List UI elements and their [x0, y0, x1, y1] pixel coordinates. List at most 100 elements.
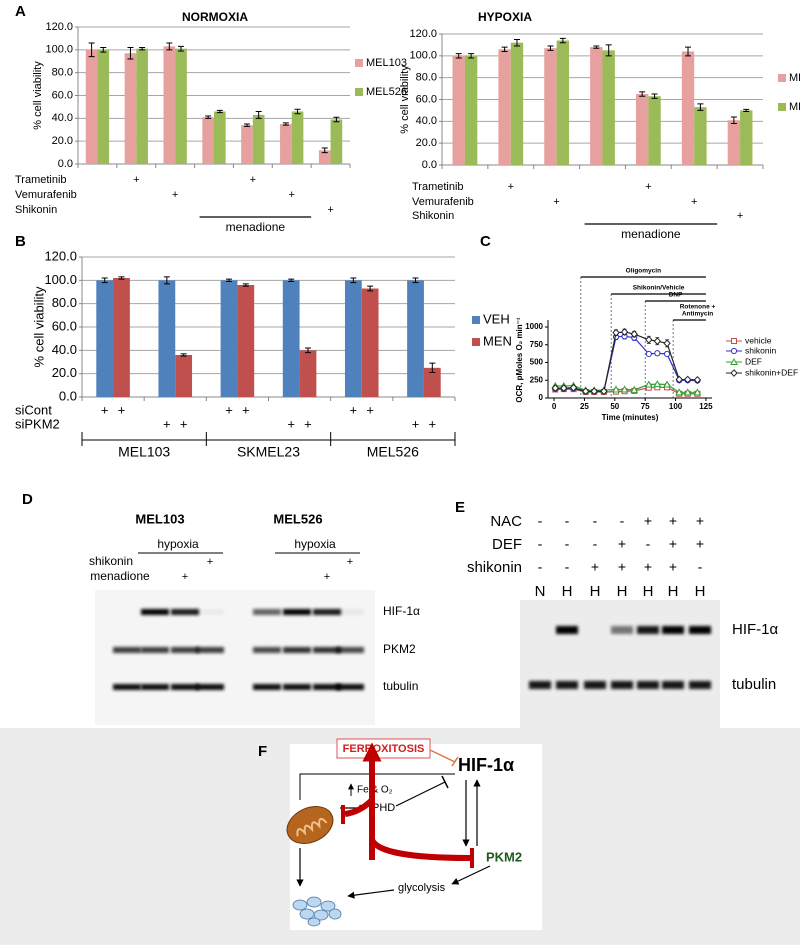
error-bar	[350, 277, 357, 284]
marker	[560, 384, 568, 392]
blot-band	[253, 647, 281, 653]
y-tick-label: 500	[530, 358, 544, 367]
inhibition-bar	[441, 775, 449, 789]
error-bar	[166, 42, 173, 51]
blot-band	[313, 684, 341, 690]
treatment-label: Shikonin	[15, 204, 57, 216]
bar	[510, 42, 524, 165]
blot-band	[529, 681, 551, 689]
marker	[551, 384, 559, 392]
blot-band	[637, 626, 659, 634]
bar	[681, 51, 695, 165]
injection-label: Antimycin	[682, 311, 713, 318]
legend-label: VEH	[483, 311, 510, 326]
lane-label: H	[590, 583, 601, 600]
lane-label: H	[617, 583, 628, 600]
blot-band	[584, 681, 606, 689]
treatment-mark: +	[669, 536, 677, 552]
treatment-mark: +	[412, 416, 420, 431]
blot-band	[141, 647, 169, 653]
error-bar	[244, 123, 251, 127]
inhibition-bar	[451, 756, 459, 767]
diagram: FERROXITOSIS HIF-1α PKM2 PHD Fe & O₂ gly…	[286, 738, 522, 927]
error-bar	[127, 47, 134, 60]
bar	[361, 288, 379, 397]
inhibition-line	[429, 749, 456, 763]
y-tick-label: 80.0	[52, 67, 73, 79]
marker	[645, 350, 652, 358]
legend-marker	[731, 338, 737, 344]
error-bar	[205, 115, 212, 119]
legend-label: MEL526	[366, 86, 407, 98]
treatment-label: Vemurafenib	[15, 189, 77, 201]
x-tick-label: 50	[610, 402, 619, 411]
blot-band	[171, 609, 199, 615]
error-bar	[216, 109, 223, 114]
bar	[498, 49, 511, 165]
error-bar	[100, 47, 107, 53]
treatment-mark: +	[696, 513, 704, 529]
bar	[158, 280, 176, 397]
bar	[423, 367, 441, 397]
error-bar	[255, 110, 262, 119]
y-tick-label: 120.0	[45, 21, 73, 33]
marker	[693, 388, 702, 396]
blot-band	[283, 684, 311, 690]
legend-swatch	[778, 103, 786, 111]
marker	[653, 380, 662, 388]
error-bar	[468, 53, 475, 59]
blot-band	[689, 681, 711, 689]
blot-band	[611, 626, 633, 634]
condition-label: hypoxia	[157, 537, 199, 551]
bar	[590, 47, 603, 165]
treatment-mark: +	[618, 536, 626, 552]
error-bar	[101, 277, 108, 284]
lane-label: N	[535, 583, 546, 600]
y-tick-label: 40.0	[52, 342, 77, 357]
treatment-mark: -	[593, 536, 598, 552]
blot-band	[141, 609, 169, 615]
bar	[299, 350, 317, 397]
legend-label: shikonin+DEF	[745, 367, 798, 377]
y-tick-label: 20.0	[52, 365, 77, 380]
bar	[97, 49, 110, 165]
x-tick-label: 75	[641, 402, 650, 411]
error-bar	[651, 93, 658, 99]
blot-band	[336, 684, 364, 690]
blot-band	[253, 609, 281, 615]
pkm2-glycolysis-arrow	[451, 865, 491, 885]
treatment-mark: +	[366, 402, 374, 417]
blot-band	[662, 681, 684, 689]
blot-band	[253, 684, 281, 690]
error-bar	[321, 147, 328, 154]
legend-swatch	[472, 338, 480, 346]
y-tick-label: 60.0	[52, 89, 73, 101]
blot-band	[662, 626, 684, 634]
blot-band	[689, 626, 711, 634]
band-label: PKM2	[383, 642, 416, 656]
marker	[675, 375, 683, 384]
marker	[581, 387, 590, 396]
marker	[630, 330, 638, 339]
error-bar	[294, 108, 301, 115]
x-axis-label: Time (minutes)	[602, 413, 659, 422]
treatment-mark: -	[565, 536, 570, 552]
lane-label: H	[562, 583, 573, 600]
lane-label: H	[695, 583, 706, 600]
panel-label: A	[15, 3, 26, 20]
bar	[694, 107, 707, 165]
y-tick-label: 40.0	[416, 115, 437, 127]
phd-hif-line	[395, 781, 446, 807]
blot-band	[556, 681, 578, 689]
treatment-mark: +	[288, 189, 294, 201]
bar	[330, 119, 343, 164]
treatment-mark: +	[287, 416, 295, 431]
treatment-mark: +	[225, 402, 233, 417]
treatment-mark: -	[593, 513, 598, 529]
treatment-mark: +	[591, 559, 599, 575]
blot-band	[283, 647, 311, 653]
panel-label: B	[15, 233, 26, 250]
x-tick-label: 25	[580, 402, 589, 411]
panel-label: F	[258, 743, 267, 760]
legend-label: MEL103	[366, 57, 407, 69]
